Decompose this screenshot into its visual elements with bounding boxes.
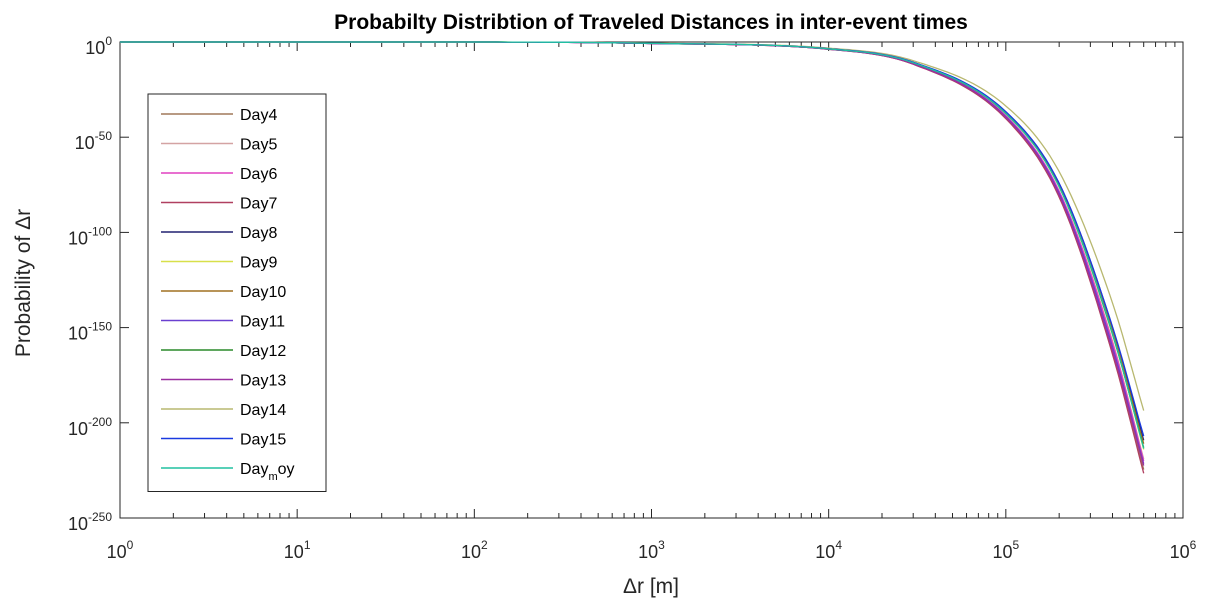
y-tick-label: 10-250 xyxy=(68,510,112,534)
x-tick-label: 105 xyxy=(992,538,1019,562)
legend-entry-label: Day10 xyxy=(240,284,286,301)
y-tick-exponent: -150 xyxy=(88,320,112,334)
axes-frame xyxy=(119,41,1184,519)
x-tick-base: 10 xyxy=(638,542,658,562)
x-axis-label: Δr [m] xyxy=(623,575,679,598)
legend-entry-label: Day5 xyxy=(240,137,277,154)
legend-entry-label: Day15 xyxy=(240,432,286,449)
x-tick-base: 10 xyxy=(107,542,127,562)
x-tick-exponent: 1 xyxy=(304,538,311,552)
x-tick-exponent: 5 xyxy=(1013,538,1020,552)
x-tick-base: 10 xyxy=(992,542,1012,562)
legend-entry-label: Day8 xyxy=(240,225,277,242)
x-tick-exponent: 4 xyxy=(835,538,842,552)
x-tick-label: 103 xyxy=(638,538,665,562)
chart-title: Probabilty Distribtion of Traveled Dista… xyxy=(334,11,968,34)
x-tick-exponent: 6 xyxy=(1190,538,1197,552)
y-tick-label: 10-50 xyxy=(75,129,113,153)
y-tick-base: 10 xyxy=(68,514,88,534)
y-tick-exponent: -200 xyxy=(88,415,112,429)
x-tick-label: 106 xyxy=(1170,538,1197,562)
y-tick-exponent: -250 xyxy=(88,510,112,524)
y-tick-base: 10 xyxy=(68,324,88,344)
legend-entry-label: Daymoy xyxy=(240,461,295,483)
y-tick-exponent: -50 xyxy=(95,129,113,143)
legend-entry-label: Day14 xyxy=(240,402,286,419)
legend-box xyxy=(147,93,327,492)
y-axis-label: Probability of Δr xyxy=(12,209,35,357)
y-tick-exponent: 0 xyxy=(105,34,112,48)
x-tick-label: 104 xyxy=(815,538,842,562)
x-tick-label: 100 xyxy=(107,538,134,562)
x-tick-exponent: 3 xyxy=(658,538,665,552)
y-tick-base: 10 xyxy=(68,419,88,439)
y-tick-exponent: -100 xyxy=(88,224,112,238)
y-tick-base: 10 xyxy=(85,38,105,58)
y-tick-base: 10 xyxy=(75,133,95,153)
y-tick-label: 10-150 xyxy=(68,320,112,344)
x-tick-base: 10 xyxy=(815,542,835,562)
y-tick-label: 100 xyxy=(85,34,112,58)
x-tick-label: 102 xyxy=(461,538,488,562)
y-tick-label: 10-200 xyxy=(68,415,112,439)
legend: Day4 Day5 Day6 Day7 Day8 Day9 Day10 Day11 Day12 D… xyxy=(147,93,327,492)
x-tick-base: 10 xyxy=(284,542,304,562)
legend-entry-label: Day7 xyxy=(240,196,277,213)
legend-entry-label: Day6 xyxy=(240,166,277,183)
series-lines xyxy=(120,41,1145,474)
legend-entry-label: Day11 xyxy=(240,314,285,331)
x-tick-base: 10 xyxy=(461,542,481,562)
legend-entry-label: Day4 xyxy=(240,107,277,124)
legend-entry-label: Day9 xyxy=(240,255,277,272)
x-tick-exponent: 2 xyxy=(481,538,488,552)
series-line-daymoy xyxy=(120,41,1145,449)
x-tick-base: 10 xyxy=(1170,542,1190,562)
y-tick-base: 10 xyxy=(68,228,88,248)
x-tick-label: 101 xyxy=(284,538,311,562)
legend-entry-label: Day13 xyxy=(240,373,286,390)
y-tick-label: 10-100 xyxy=(68,224,112,248)
x-tick-exponent: 0 xyxy=(127,538,134,552)
legend-entry-label: Day12 xyxy=(240,343,286,360)
